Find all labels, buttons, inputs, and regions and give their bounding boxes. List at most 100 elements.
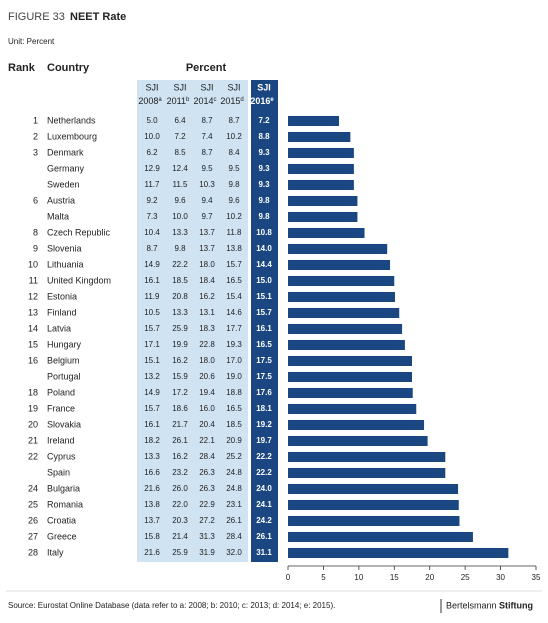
country: Estonia xyxy=(47,291,77,301)
cell: 17.0 xyxy=(226,356,242,365)
rank: 1 xyxy=(33,115,38,125)
cell: 18.6 xyxy=(172,404,188,413)
cell: 11.7 xyxy=(145,180,161,189)
bar xyxy=(288,324,403,334)
cell: 19.9 xyxy=(172,340,188,349)
bar xyxy=(288,372,412,382)
cell: 15.4 xyxy=(226,292,242,301)
cell: 16.5 xyxy=(226,276,242,285)
cell: 21.6 xyxy=(144,548,160,557)
cell: 13.3 xyxy=(144,452,160,461)
rank: 25 xyxy=(28,499,38,509)
source: Source: Eurostat Online Database (data r… xyxy=(8,601,335,610)
cell: 12.9 xyxy=(144,164,160,173)
cell: 12.4 xyxy=(172,164,188,173)
cell: 16.2 xyxy=(172,452,188,461)
bar xyxy=(288,548,509,558)
country: Greece xyxy=(47,531,77,541)
cell: 10.0 xyxy=(144,132,160,141)
cell: 19.3 xyxy=(226,340,242,349)
rank: 28 xyxy=(28,547,38,557)
rank: 9 xyxy=(33,243,38,253)
country: Malta xyxy=(47,211,69,221)
cell: 13.3 xyxy=(172,308,188,317)
value-label: 24.0 xyxy=(256,484,272,493)
cell: 16.0 xyxy=(199,404,215,413)
bar xyxy=(288,116,340,126)
value-label: 19.7 xyxy=(256,436,272,445)
bar xyxy=(288,180,354,190)
cell: 18.0 xyxy=(199,356,215,365)
cell: 24.8 xyxy=(226,468,242,477)
cell: 19.0 xyxy=(226,372,242,381)
value-label: 22.2 xyxy=(256,452,272,461)
cell: 14.9 xyxy=(144,388,160,397)
cell: 25.9 xyxy=(172,324,188,333)
value-label: 18.1 xyxy=(256,404,272,413)
cell: 18.4 xyxy=(199,276,215,285)
cell: 8.7 xyxy=(201,116,213,125)
column-top: SJI xyxy=(200,82,213,92)
country: Lithuania xyxy=(47,259,84,269)
value-label: 16.5 xyxy=(256,340,272,349)
bar xyxy=(288,500,459,510)
cell: 9.6 xyxy=(228,196,240,205)
country: Poland xyxy=(47,387,75,397)
cell: 21.4 xyxy=(172,532,188,541)
rank: 24 xyxy=(28,483,38,493)
cell: 16.1 xyxy=(144,276,160,285)
cell: 26.1 xyxy=(172,436,188,445)
cell: 9.7 xyxy=(201,212,213,221)
cell: 13.8 xyxy=(144,500,160,509)
column-top: SJI xyxy=(227,82,240,92)
cell: 10.3 xyxy=(199,180,215,189)
country: Italy xyxy=(47,547,64,557)
cell: 21.6 xyxy=(144,484,160,493)
cell: 21.7 xyxy=(172,420,188,429)
cell: 11.5 xyxy=(173,180,189,189)
cell: 9.2 xyxy=(146,196,158,205)
cell: 16.5 xyxy=(226,404,242,413)
rank-header: Rank xyxy=(8,62,36,74)
bar xyxy=(288,388,413,398)
cell: 17.2 xyxy=(172,388,188,397)
country: Slovenia xyxy=(47,243,82,253)
brand-bold: Stiftung xyxy=(499,600,533,610)
value-label: 9.8 xyxy=(258,212,270,221)
cell: 26.3 xyxy=(199,468,215,477)
cell: 10.5 xyxy=(144,308,160,317)
cell: 17.1 xyxy=(144,340,160,349)
cell: 8.7 xyxy=(228,116,240,125)
bar xyxy=(288,452,446,462)
country: Netherlands xyxy=(47,115,96,125)
cell: 18.2 xyxy=(144,436,160,445)
value-label: 15.7 xyxy=(256,308,272,317)
cell: 8.7 xyxy=(146,244,158,253)
value-label: 15.0 xyxy=(256,276,272,285)
country: Spain xyxy=(47,467,70,477)
country: Cyprus xyxy=(47,451,76,461)
cell: 13.8 xyxy=(226,244,242,253)
value-label: 8.8 xyxy=(258,132,270,141)
column-note: b xyxy=(186,97,190,103)
value-label: 22.2 xyxy=(256,468,272,477)
x-tick-label: 30 xyxy=(496,573,505,582)
cell: 18.8 xyxy=(226,388,242,397)
rank: 20 xyxy=(28,419,38,429)
cell: 10.2 xyxy=(226,212,242,221)
cell: 18.5 xyxy=(226,420,242,429)
cell: 20.9 xyxy=(226,436,242,445)
current-band xyxy=(251,80,278,562)
column-year: 2008a xyxy=(138,96,162,106)
country: Finland xyxy=(47,307,77,317)
bar xyxy=(288,228,365,238)
value-label: 14.4 xyxy=(256,260,272,269)
bar xyxy=(288,132,351,142)
rank: 26 xyxy=(28,515,38,525)
value-label: 9.3 xyxy=(258,180,270,189)
bar xyxy=(288,468,446,478)
value-label: 9.3 xyxy=(258,148,270,157)
cell: 28.4 xyxy=(226,532,242,541)
title: NEET Rate xyxy=(70,11,126,23)
